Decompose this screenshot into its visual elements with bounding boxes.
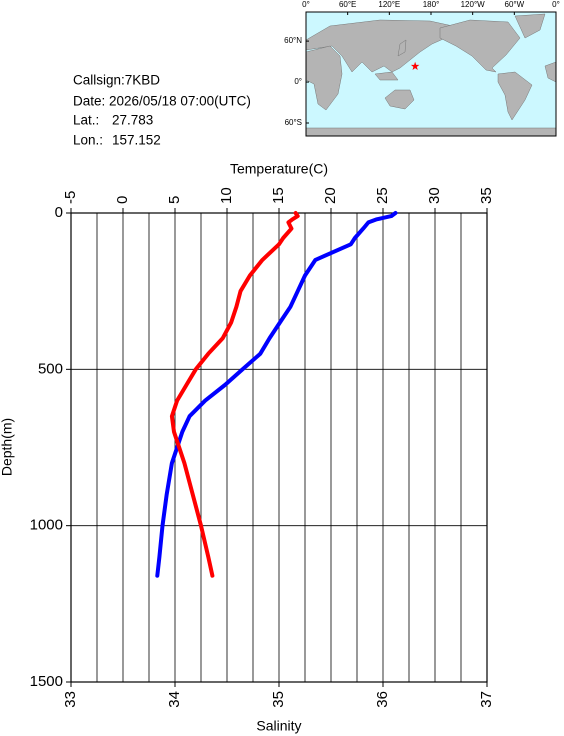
top-tick-label: 5 xyxy=(166,196,183,204)
x-tick-label: 35 xyxy=(270,691,287,708)
x-tick-label: 34 xyxy=(166,691,183,708)
top-tick-label: 30 xyxy=(426,187,443,204)
top-axis-title: Temperature(C) xyxy=(230,161,328,177)
top-tick-label: 35 xyxy=(478,187,495,204)
x-tick-label: 33 xyxy=(62,691,79,708)
antarctica xyxy=(305,127,557,137)
top-tick-label: -5 xyxy=(62,191,79,204)
map-lat-label: 0° xyxy=(294,77,302,86)
top-tick-label: 20 xyxy=(322,187,339,204)
y-tick-label: 1500 xyxy=(30,673,63,690)
map-lon-label: 180° xyxy=(423,0,440,9)
land xyxy=(305,13,557,137)
map-lon-label: 60°E xyxy=(339,0,356,9)
lat-label: Lat.: xyxy=(73,113,99,128)
south-america xyxy=(497,71,533,121)
y-tick-label: 1000 xyxy=(30,517,63,534)
map-lon-label: 0° xyxy=(302,0,310,9)
map-lon-label: 120°W xyxy=(461,0,486,9)
plot-frame xyxy=(70,212,488,683)
top-tick-label: 0 xyxy=(114,196,131,204)
x-axis-title: Salinity xyxy=(256,718,301,734)
profile-line xyxy=(169,211,300,578)
eurasia xyxy=(305,19,463,73)
map-lon-label: 0° xyxy=(552,0,560,9)
australia xyxy=(384,89,415,110)
x-tick-label: 36 xyxy=(374,691,391,708)
top-tick-label: 25 xyxy=(374,187,391,204)
japan xyxy=(397,39,407,57)
indonesia xyxy=(374,71,399,81)
map-lat-label: 60°S xyxy=(285,118,302,127)
greenland xyxy=(514,13,546,39)
africa xyxy=(305,45,343,111)
map-lat-label: 60°N xyxy=(284,36,302,45)
north-america xyxy=(439,19,521,73)
lon-value: 157.152 xyxy=(112,133,161,148)
date: Date: 2026/05/18 07:00(UTC) xyxy=(73,94,251,109)
y-tick-label: 0 xyxy=(55,204,63,221)
profile-line xyxy=(155,211,398,578)
callsign: Callsign:7KBD xyxy=(73,73,160,88)
lat-value: 27.783 xyxy=(112,113,153,128)
y-tick-label: 500 xyxy=(38,360,63,377)
y-axis-title: Depth(m) xyxy=(0,418,15,476)
map-lon-label: 120°E xyxy=(378,0,400,9)
x-tick-label: 37 xyxy=(478,691,495,708)
station-marker xyxy=(410,61,420,70)
map: 0° 60°E 120°E 180° 120°W 60°W 0° 60°N 0° 60°S xyxy=(284,0,560,137)
map-lon-label: 60°W xyxy=(505,0,525,9)
lon-label: Lon.: xyxy=(73,133,103,148)
info-block: Callsign:7KBD Date: 2026/05/18 07:00(UTC… xyxy=(73,73,251,148)
top-tick-label: 10 xyxy=(218,187,235,204)
top-tick-label: 15 xyxy=(270,187,287,204)
